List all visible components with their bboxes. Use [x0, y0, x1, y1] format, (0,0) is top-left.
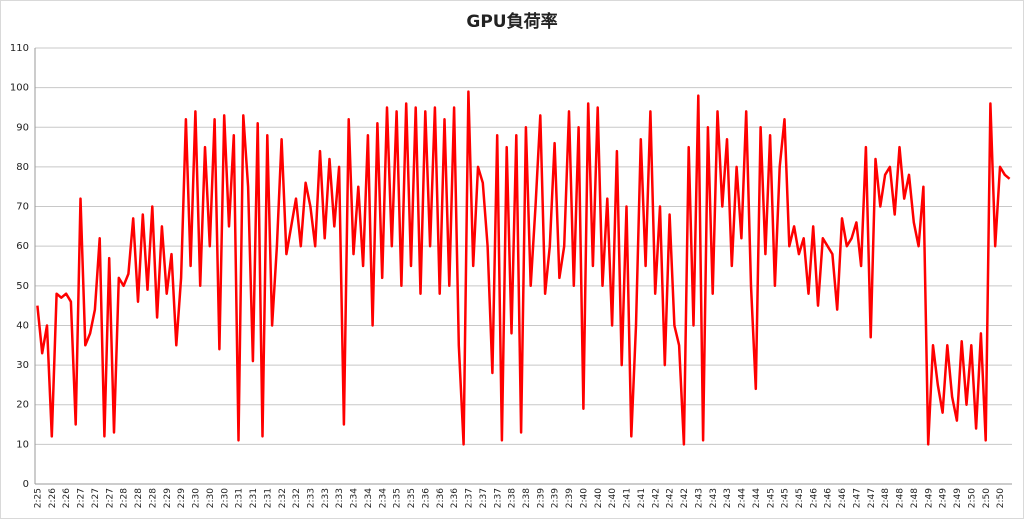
- x-tick-label: 2:26: [62, 488, 72, 508]
- x-tick-label: 2:37: [479, 488, 489, 508]
- x-tick-label: 2:35: [407, 488, 417, 508]
- x-tick-label: 2:39: [536, 488, 546, 508]
- x-tick-label: 2:49: [953, 488, 963, 508]
- y-tick-label: 30: [16, 360, 29, 371]
- x-tick-label: 2:34: [378, 488, 388, 508]
- y-tick-label: 70: [16, 202, 29, 213]
- x-tick-label: 2:37: [493, 488, 503, 508]
- x-tick-label: 2:29: [177, 488, 187, 508]
- y-tick-label: 110: [10, 43, 29, 54]
- x-tick-label: 2:28: [148, 488, 158, 508]
- y-tick-label: 20: [16, 400, 29, 411]
- x-tick-label: 2:47: [867, 488, 877, 508]
- y-tick-label: 80: [16, 162, 29, 173]
- chart-title: GPU負荷率: [466, 11, 557, 32]
- x-tick-label: 2:42: [680, 488, 690, 508]
- x-tick-label: 2:46: [824, 488, 834, 508]
- y-tick-label: 0: [23, 479, 29, 490]
- x-tick-label: 2:41: [623, 488, 633, 508]
- x-tick-label: 2:27: [77, 488, 87, 508]
- x-tick-label: 2:36: [421, 488, 431, 508]
- x-tick-label: 2:50: [967, 488, 977, 508]
- x-tick-label: 2:35: [393, 488, 403, 508]
- x-tick-label: 2:46: [838, 488, 848, 508]
- x-tick-label: 2:28: [134, 488, 144, 508]
- y-tick-label: 50: [16, 281, 29, 292]
- y-tick-label: 40: [16, 320, 29, 331]
- x-tick-label: 2:39: [565, 488, 575, 508]
- x-tick-label: 2:49: [939, 488, 949, 508]
- x-tick-label: 2:31: [249, 488, 259, 508]
- x-tick-label: 2:34: [350, 488, 360, 508]
- x-tick-label: 2:28: [120, 488, 130, 508]
- x-tick-label: 2:40: [608, 488, 618, 508]
- x-tick-label: 2:30: [206, 488, 216, 508]
- x-tick-label: 2:42: [666, 488, 676, 508]
- x-tick-label: 2:32: [278, 488, 288, 508]
- y-tick-label: 10: [16, 439, 29, 450]
- x-tick-label: 2:40: [594, 488, 604, 508]
- x-tick-label: 2:44: [738, 488, 748, 508]
- x-tick-label: 2:40: [579, 488, 589, 508]
- x-tick-label: 2:48: [881, 488, 891, 508]
- y-tick-label: 100: [10, 83, 29, 94]
- x-tick-label: 2:45: [781, 488, 791, 508]
- x-tick-label: 2:43: [694, 488, 704, 508]
- x-tick-label: 2:44: [752, 488, 762, 508]
- x-tick-label: 2:38: [522, 488, 532, 508]
- x-tick-label: 2:27: [91, 488, 101, 508]
- x-tick-label: 2:33: [335, 488, 345, 508]
- x-tick-label: 2:27: [105, 488, 115, 508]
- data-line: [36, 90, 1011, 446]
- x-tick-label: 2:31: [235, 488, 245, 508]
- x-tick-label: 2:36: [450, 488, 460, 508]
- x-tick-label: 2:32: [292, 488, 302, 508]
- x-tick-label: 2:33: [306, 488, 316, 508]
- x-tick-label: 2:36: [436, 488, 446, 508]
- x-tick-label: 2:43: [709, 488, 719, 508]
- x-tick-label: 2:48: [910, 488, 920, 508]
- x-tick-label: 2:46: [809, 488, 819, 508]
- x-tick-label: 2:43: [723, 488, 733, 508]
- y-tick-label: 60: [16, 241, 29, 252]
- x-tick-label: 2:45: [795, 488, 805, 508]
- y-tick-label: 90: [16, 122, 29, 133]
- x-tick-label: 2:47: [852, 488, 862, 508]
- x-tick-label: 2:30: [220, 488, 230, 508]
- x-tick-label: 2:31: [263, 488, 273, 508]
- x-tick-label: 2:26: [48, 488, 58, 508]
- x-tick-label: 2:50: [982, 488, 992, 508]
- x-tick-label: 2:38: [508, 488, 518, 508]
- x-tick-label: 2:30: [192, 488, 202, 508]
- x-tick-label: 2:39: [551, 488, 561, 508]
- x-tick-label: 2:34: [364, 488, 374, 508]
- x-tick-label: 2:33: [321, 488, 331, 508]
- x-tick-label: 2:49: [924, 488, 934, 508]
- x-tick-label: 2:45: [766, 488, 776, 508]
- x-tick-label: 2:42: [651, 488, 661, 508]
- x-tick-label: 2:50: [996, 488, 1006, 508]
- x-tick-label: 2:25: [34, 488, 44, 508]
- x-tick-label: 2:37: [465, 488, 475, 508]
- x-tick-label: 2:29: [163, 488, 173, 508]
- x-tick-label: 2:41: [637, 488, 647, 508]
- x-tick-label: 2:48: [896, 488, 906, 508]
